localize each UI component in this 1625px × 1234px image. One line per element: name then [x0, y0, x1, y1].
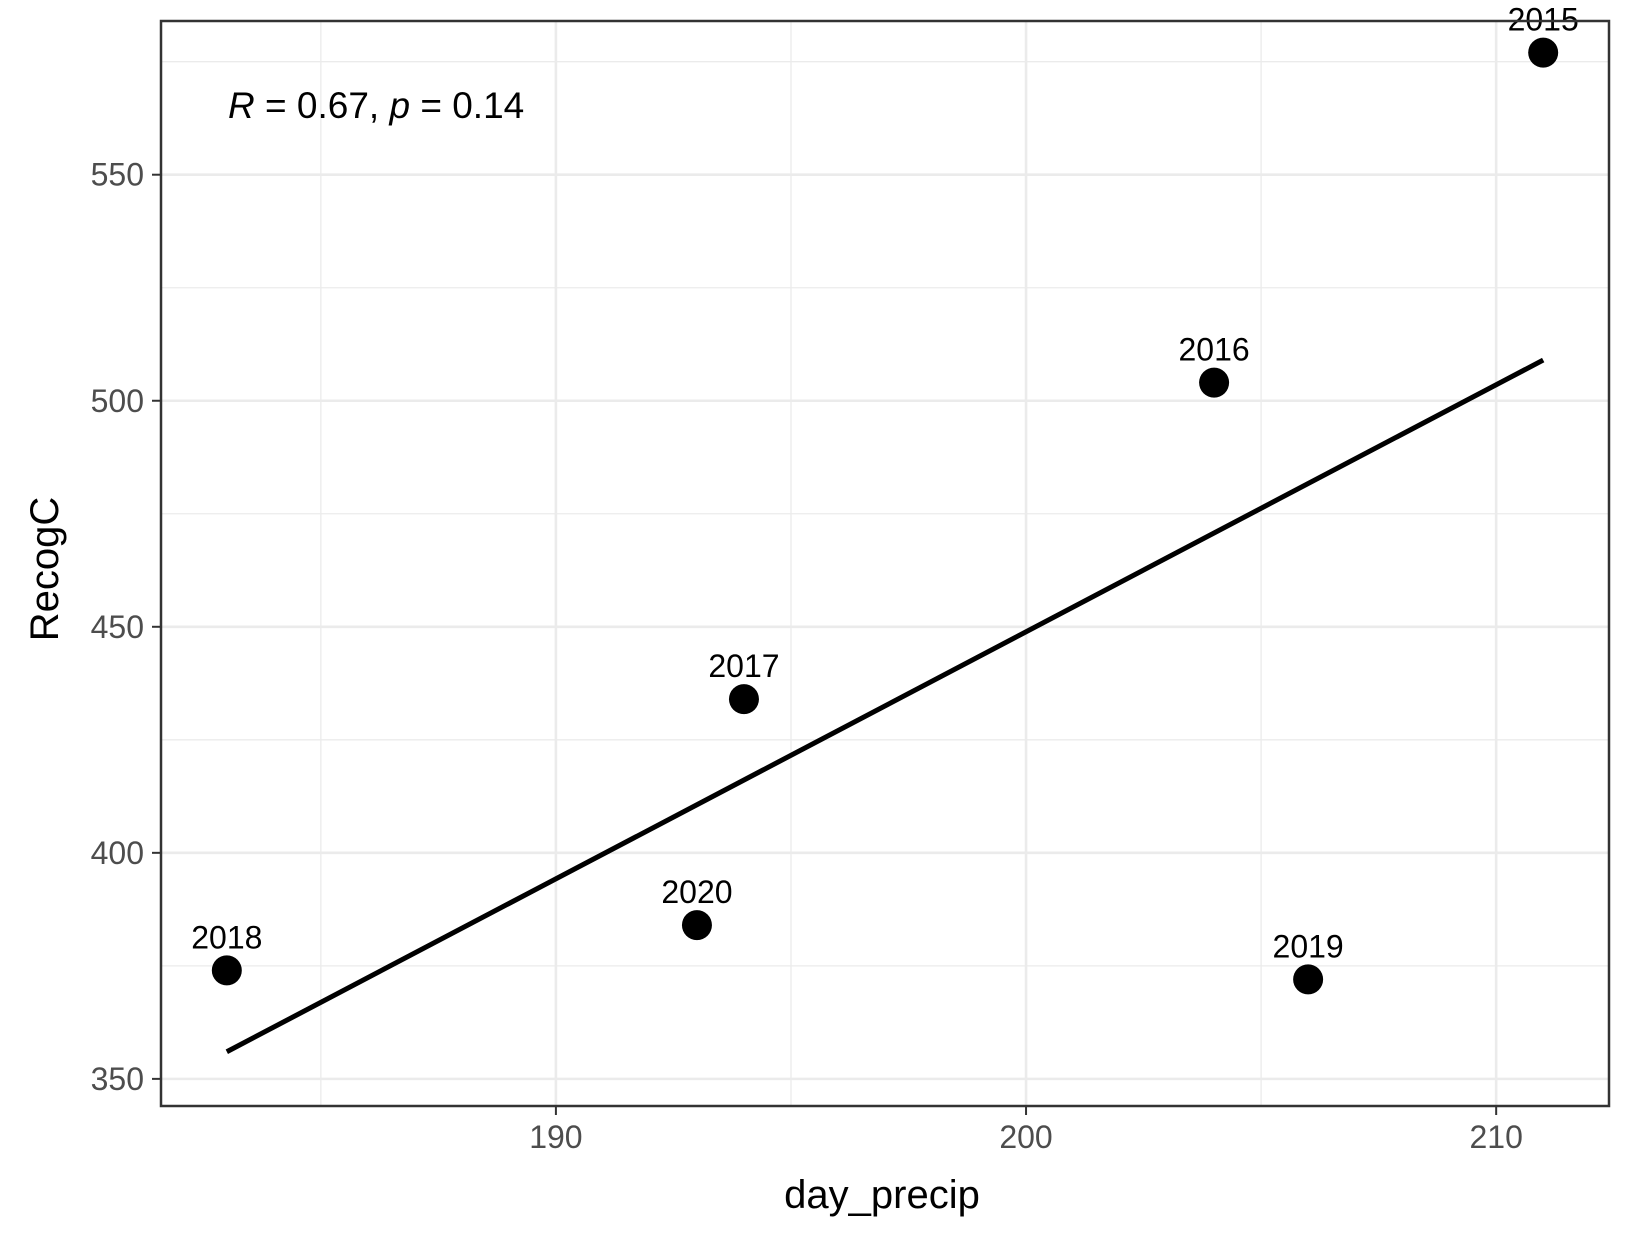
y-tick-label: 400 [91, 835, 144, 871]
y-tick-label: 350 [91, 1061, 144, 1097]
axis-ticks: 190 200 210 350 400 450 500 550 [91, 157, 1523, 1155]
x-tick-label: 210 [1469, 1119, 1522, 1155]
grid-lines [161, 21, 1609, 1106]
annotation: R = 0.67, p = 0.14 [228, 85, 524, 126]
data-point [1293, 964, 1324, 995]
annotation-r-value: = 0.67, [255, 85, 390, 126]
panel-border [159, 19, 1611, 1108]
regression-line-group [225, 357, 1545, 1054]
data-point [1199, 367, 1230, 398]
y-axis-title: RecogC [23, 497, 67, 642]
point-label: 2018 [191, 919, 262, 955]
y-tick-label: 450 [91, 609, 144, 645]
data-point [1528, 37, 1559, 68]
point-label: 2017 [708, 648, 779, 684]
point-label: 2015 [1508, 2, 1579, 38]
y-tick-label: 550 [91, 157, 144, 193]
y-tick-label: 500 [91, 383, 144, 419]
point-label: 2016 [1178, 332, 1249, 368]
annotation-p-value: = 0.14 [410, 85, 524, 126]
x-tick-label: 200 [999, 1119, 1052, 1155]
annotation-r-symbol: R [228, 85, 255, 126]
annotation-p-symbol: p [388, 85, 410, 126]
point-label: 2020 [661, 874, 732, 910]
x-axis-title: day_precip [784, 1173, 980, 1217]
data-point [728, 684, 759, 715]
data-point [681, 910, 712, 941]
x-tick-label: 190 [529, 1119, 582, 1155]
regression-line [225, 357, 1545, 1054]
data-point [211, 955, 242, 986]
point-label: 2019 [1273, 928, 1344, 964]
data-points: 2015 2016 2017 2018 2019 2020 [191, 2, 1579, 995]
